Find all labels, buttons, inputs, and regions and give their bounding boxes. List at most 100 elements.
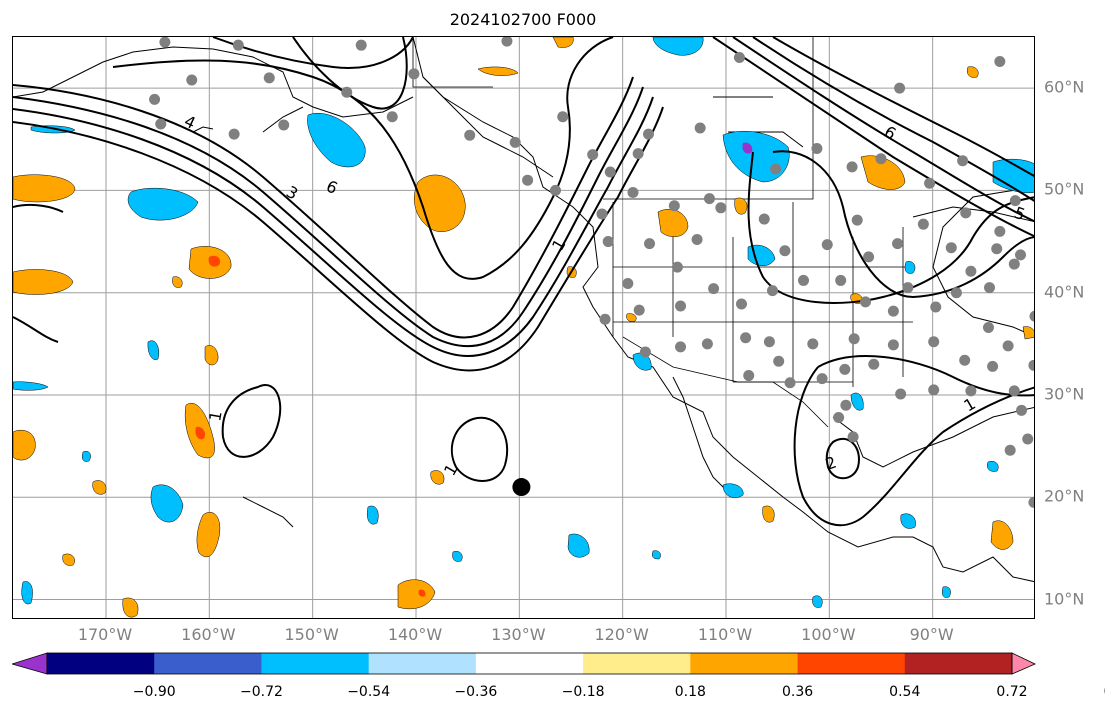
colorbar-tick-label: 0.36 xyxy=(781,684,814,700)
contour-label: 5 xyxy=(1012,203,1028,224)
station-dot xyxy=(833,411,845,423)
colorbar-segment xyxy=(690,653,799,674)
colorbar xyxy=(12,652,1036,675)
station-dot xyxy=(779,245,791,257)
station-dot xyxy=(1009,195,1021,207)
colorbar-segment xyxy=(904,653,1013,674)
station-dot xyxy=(278,119,290,131)
station-dot xyxy=(1028,496,1034,508)
latitude-label: 40°N xyxy=(1044,282,1085,302)
station-dot xyxy=(840,399,852,411)
colorbar-tick-label: 0.72 xyxy=(996,684,1028,700)
station-dot xyxy=(596,208,608,220)
colorbar-tick-label: −0.90 xyxy=(132,684,176,700)
station-dot xyxy=(839,363,851,375)
station-dot xyxy=(950,287,962,299)
station-dot xyxy=(668,200,680,212)
station-dot xyxy=(464,129,476,141)
station-dot xyxy=(740,332,752,344)
colorbar-segment xyxy=(368,653,477,674)
station-dot xyxy=(159,37,171,48)
station-dot xyxy=(846,161,858,173)
station-dot xyxy=(1016,404,1028,416)
station-dot xyxy=(875,153,887,165)
longitude-label: 120°W xyxy=(594,625,649,644)
station-dot xyxy=(733,51,745,63)
station-dot xyxy=(522,174,534,186)
station-dot xyxy=(736,298,747,310)
latitude-label: 10°N xyxy=(1044,589,1085,609)
colorbar-tick-label: −0.54 xyxy=(347,684,391,700)
station-dot xyxy=(773,355,785,367)
station-dot xyxy=(1028,359,1034,371)
latitude-label: 60°N xyxy=(1044,77,1085,97)
latitude-label: 20°N xyxy=(1044,486,1085,506)
colorbar-segment xyxy=(261,653,370,674)
colorbar-outline xyxy=(46,652,1013,675)
station-markers xyxy=(149,37,1034,508)
station-dot xyxy=(930,301,942,313)
station-dot xyxy=(816,373,828,385)
colorbar-tick-label: −0.72 xyxy=(239,684,283,700)
contour-label: 3 xyxy=(283,182,301,204)
map-svg: 1 1 1 1 2 3 4 5 6 6 xyxy=(13,37,1034,618)
station-dot xyxy=(851,214,863,226)
station-dot xyxy=(892,238,904,250)
colorbar-segment xyxy=(797,653,906,674)
station-dot xyxy=(1004,444,1016,456)
station-dot xyxy=(928,384,940,396)
location-marker[interactable] xyxy=(512,478,531,497)
station-dot xyxy=(232,39,244,51)
station-dot xyxy=(675,341,687,353)
station-dot xyxy=(848,333,860,345)
station-dot xyxy=(987,360,999,372)
station-dot xyxy=(743,370,755,382)
station-dot xyxy=(691,234,703,246)
station-dot xyxy=(895,388,907,400)
station-dot xyxy=(701,338,713,350)
station-dot xyxy=(798,274,809,286)
colorbar-tick-label: 0.18 xyxy=(674,684,706,700)
station-dot xyxy=(149,93,161,105)
station-dot xyxy=(835,274,847,286)
station-dot xyxy=(550,184,561,196)
station-dot xyxy=(758,213,770,225)
station-dot xyxy=(994,56,1006,68)
station-dot xyxy=(959,354,971,366)
station-dot xyxy=(715,202,727,214)
station-dot xyxy=(984,282,995,294)
station-dot xyxy=(708,283,720,295)
contour-label: 6 xyxy=(881,122,899,144)
station-dot xyxy=(1008,385,1020,397)
colorbar-segment xyxy=(583,653,691,674)
station-dot xyxy=(928,336,940,348)
contour-label: 1 xyxy=(205,409,225,422)
station-dot xyxy=(811,142,823,154)
station-dot xyxy=(408,68,420,80)
coastlines xyxy=(13,37,1034,583)
station-dot xyxy=(1008,258,1020,270)
station-dot xyxy=(228,128,240,140)
station-dot xyxy=(355,39,367,51)
station-dot xyxy=(602,236,614,248)
colorbar-extend-low xyxy=(12,652,48,675)
station-dot xyxy=(982,321,994,333)
station-dot xyxy=(632,148,644,160)
station-dot xyxy=(644,238,656,250)
station-dot xyxy=(627,186,639,198)
longitude-label: 90°W xyxy=(909,625,954,644)
station-dot xyxy=(807,338,819,350)
station-dot xyxy=(694,122,706,134)
station-dot xyxy=(1015,249,1026,261)
station-dot xyxy=(501,37,513,47)
map-title: 2024102700 F000 xyxy=(449,10,597,29)
longitude-label: 170°W xyxy=(77,625,133,644)
longitude-label: 110°W xyxy=(697,625,753,644)
contour-label: 4 xyxy=(181,111,198,133)
station-dot xyxy=(994,225,1006,237)
station-dot xyxy=(671,261,683,273)
station-dot xyxy=(902,282,914,294)
contour-lines xyxy=(13,37,1034,527)
map-panel[interactable]: 1 1 1 1 2 3 4 5 6 6 xyxy=(12,36,1035,619)
station-dot xyxy=(639,346,651,358)
